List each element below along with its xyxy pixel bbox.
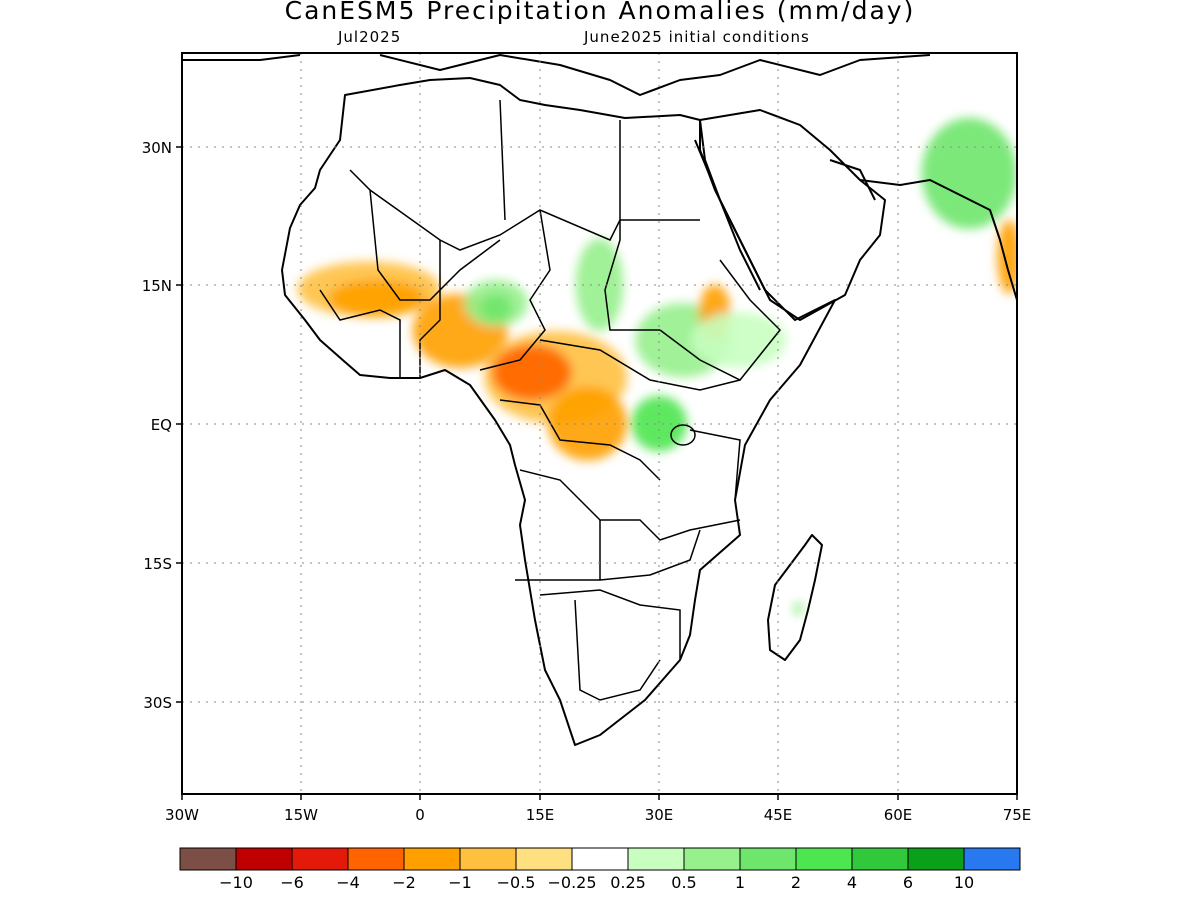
coastlines — [182, 54, 1017, 746]
lat-axis — [176, 146, 182, 703]
colorbar-label: −2 — [392, 873, 416, 892]
madagascar-coastline — [767, 534, 823, 661]
colorbar-swatch — [739, 847, 797, 871]
colorbar-swatch — [963, 847, 1021, 871]
arabia-coastline — [699, 109, 886, 321]
colorbar-label: 6 — [903, 873, 913, 892]
colorbar-label: −0.5 — [497, 873, 536, 892]
anomaly-congo-dry — [547, 386, 628, 461]
lat-label-15s: 15S — [143, 555, 172, 573]
colorbar-label: 1 — [735, 873, 745, 892]
colorbar-swatch — [459, 847, 517, 871]
anomaly-great-lakes-wet — [631, 395, 687, 452]
colorbar-swatch — [907, 847, 965, 871]
africa-coastline — [281, 77, 836, 746]
colorbar-label: −6 — [280, 873, 304, 892]
colorbar-label: −0.25 — [547, 873, 596, 892]
anomaly-west-sahel-core — [329, 279, 425, 317]
anomaly-ethiopia-wet — [690, 312, 787, 368]
colorbar: −10 −6 −4 −2 −1 −0.5 −0.25 0.25 0.5 1 2 4 6 10 — [179, 847, 1021, 892]
colorbar-label: −10 — [219, 873, 253, 892]
colorbar-swatch — [291, 847, 349, 871]
colorbar-swatch — [347, 847, 405, 871]
colorbar-swatch — [515, 847, 573, 871]
lon-label-0: 0 — [415, 806, 425, 824]
europe-coastline — [182, 54, 931, 96]
lat-label-eq: EQ — [151, 416, 172, 434]
subtitle-month: Jul2025 — [338, 28, 402, 46]
anomaly-nigeria-chad-wet-core — [480, 293, 513, 322]
colorbar-swatch — [795, 847, 853, 871]
colorbar-label: 0.5 — [671, 873, 696, 892]
lat-label-30s: 30S — [143, 694, 172, 712]
lat-label-15n: 15N — [142, 277, 172, 295]
colorbar-swatch — [179, 847, 237, 871]
lat-label-30n: 30N — [142, 139, 172, 157]
lon-label-75e: 75E — [1003, 806, 1032, 824]
colorbar-label: 0.25 — [610, 873, 646, 892]
colorbar-swatch — [851, 847, 909, 871]
colorbar-swatch — [235, 847, 293, 871]
lon-label-30e: 30E — [645, 806, 674, 824]
persian-gulf — [829, 159, 876, 201]
anomaly-shading — [297, 117, 1017, 617]
anomaly-india-wet — [921, 117, 1017, 229]
red-sea — [694, 139, 761, 291]
country-borders — [319, 99, 782, 701]
colorbar-label: 10 — [954, 873, 974, 892]
lon-label-45e: 45E — [764, 806, 793, 824]
anomaly-madagascar-wet — [793, 601, 804, 617]
lon-label-15e: 15E — [526, 806, 555, 824]
colorbar-swatch — [627, 847, 685, 871]
colorbar-label: −4 — [336, 873, 360, 892]
lon-label-30w: 30W — [165, 806, 199, 824]
graticule — [182, 53, 1017, 794]
colorbar-swatch — [571, 847, 629, 871]
lake-victoria — [670, 424, 696, 446]
anomaly-india-west-dry — [997, 219, 1017, 294]
colorbar-swatch — [403, 847, 461, 871]
subtitle-initial-conditions: June2025 initial conditions — [584, 28, 810, 46]
colorbar-label: −1 — [448, 873, 472, 892]
lon-label-60e: 60E — [884, 806, 913, 824]
colorbar-swatch — [683, 847, 741, 871]
asia-coastline — [859, 179, 1017, 301]
anomaly-cameroon-dry-core — [492, 344, 572, 401]
colorbar-label: 2 — [791, 873, 801, 892]
lon-label-15w: 15W — [284, 806, 318, 824]
lon-axis — [181, 794, 1018, 800]
colorbar-label: 4 — [847, 873, 857, 892]
map-title: CanESM5 Precipitation Anomalies (mm/day) — [284, 0, 916, 25]
